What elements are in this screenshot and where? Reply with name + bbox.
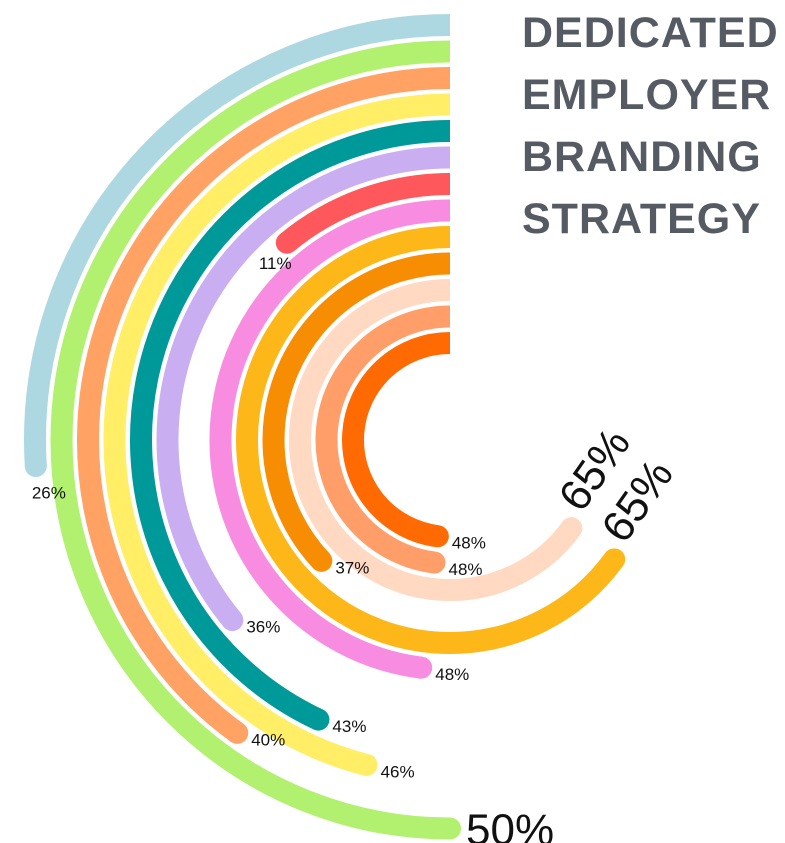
bar-2 [50,40,451,840]
bar-9-end-cap [603,548,626,571]
bar-10 [262,252,451,569]
bar-13-end-cap [426,525,449,548]
bar-4-end-cap [355,753,378,776]
bar-10-end-cap [310,549,333,572]
title-line-4: STRATEGY [522,195,761,243]
bar-12-end-cap [423,551,446,574]
data-label-2: 50% [466,806,554,843]
bar-1-end-cap [24,455,47,478]
bar-6 [156,146,451,628]
bar-12 [315,305,451,574]
bar-8 [209,199,451,679]
bar-2-end-cap [439,817,461,840]
bar-1 [24,14,451,467]
bar-13 [342,332,451,548]
data-label-7: 11% [259,254,292,273]
bar-7-end-cap [275,231,298,254]
data-label-8: 48% [435,665,469,684]
bar-6-end-cap [221,609,244,632]
data-label-6: 36% [246,618,280,637]
data-label-5: 43% [332,717,366,736]
data-label-1: 26% [32,484,66,503]
chart-bars [24,14,626,840]
data-label-13: 48% [452,534,486,553]
data-label-3: 40% [251,730,285,749]
bar-7 [279,173,451,252]
title-line-1: DEDICATED [522,9,779,57]
bar-3-end-cap [226,721,249,744]
bar-5-end-cap [307,708,330,731]
data-label-4: 46% [381,762,415,781]
bar-4 [103,93,451,776]
title-line-2: EMPLOYER [522,71,772,119]
chart-title: DEDICATED EMPLOYER BRANDING STRATEGY [522,2,779,250]
title-line-3: BRANDING [522,133,762,181]
bar-11-end-cap [560,517,583,540]
bar-8-end-cap [410,656,433,679]
bar-9 [236,226,624,654]
bar-3 [77,67,451,742]
bar-11 [289,279,581,601]
data-label-10: 37% [335,558,369,577]
bar-5 [130,120,451,730]
data-label-12: 48% [449,560,483,579]
